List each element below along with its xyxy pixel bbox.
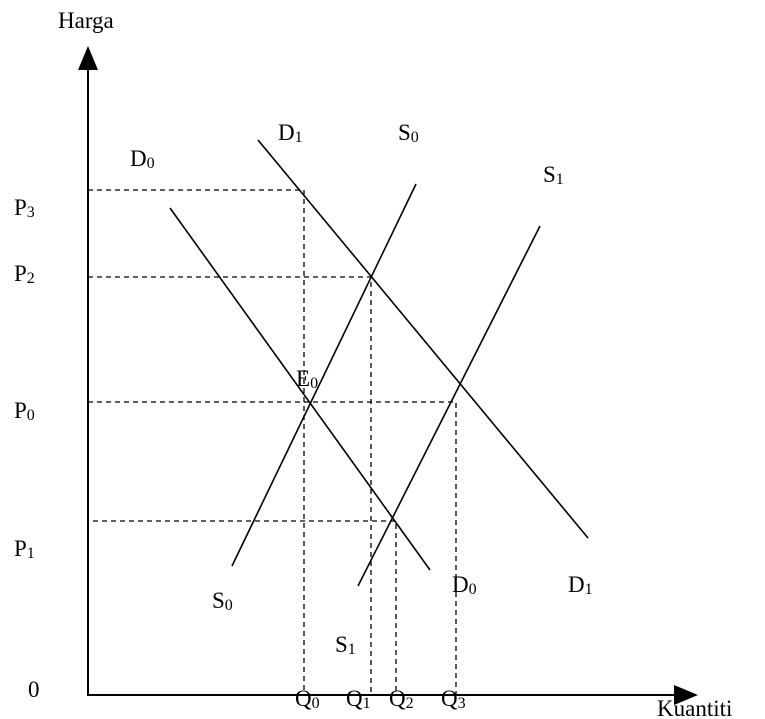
quantity-label: Q2 <box>389 686 414 712</box>
supply-curve <box>231 183 417 567</box>
quantity-label-sub: 0 <box>312 695 320 712</box>
guide-line <box>88 276 372 695</box>
curve-label-main: D <box>130 146 147 171</box>
quantity-label: Q1 <box>346 686 371 712</box>
price-label-main: P <box>14 195 27 220</box>
curve-label: S0 <box>212 588 233 614</box>
curve-label-main: D <box>452 572 469 597</box>
quantity-label-main: Q <box>441 686 458 711</box>
curve-label-sub: 1 <box>556 171 564 188</box>
curve-label-sub: 0 <box>411 129 419 146</box>
price-label: P3 <box>14 195 35 221</box>
curve-label-sub: 1 <box>585 581 593 598</box>
curve-label-sub: 0 <box>147 155 155 172</box>
curve-label-sub: 0 <box>469 581 477 598</box>
quantity-label-sub: 2 <box>406 695 414 712</box>
curve-label-sub: 0 <box>225 597 233 614</box>
curve-label: D0 <box>452 572 477 598</box>
price-label-sub: 3 <box>27 204 35 221</box>
curve-label-sub: 1 <box>295 129 303 146</box>
guide-line <box>88 401 457 695</box>
y-axis-label: Harga <box>58 8 114 33</box>
curve-label: S1 <box>335 632 356 658</box>
price-label-sub: 0 <box>27 407 35 424</box>
quantity-label-sub: 1 <box>363 695 371 712</box>
price-label-sub: 1 <box>27 545 35 562</box>
curve-label-sub: 1 <box>348 641 356 658</box>
price-label: P2 <box>14 261 35 287</box>
curve-label-main: S <box>335 632 348 657</box>
guide-line <box>93 520 397 695</box>
curve-label-main: D <box>568 572 585 597</box>
price-label-main: P <box>14 536 27 561</box>
curve-label-main: S <box>398 120 411 145</box>
quantity-label: Q3 <box>441 686 466 712</box>
equilibrium-label: E0 <box>296 366 318 392</box>
curve-label: D1 <box>278 120 303 146</box>
quantity-label-main: Q <box>389 686 406 711</box>
demand-curve <box>257 139 589 539</box>
x-axis-label: Kuantiti <box>657 696 732 719</box>
origin-label: 0 <box>28 677 40 702</box>
curve-label: D0 <box>130 146 155 172</box>
price-label-main: P <box>14 398 27 423</box>
price-label-sub: 2 <box>27 270 35 287</box>
quantity-label-main: Q <box>346 686 363 711</box>
price-label: P0 <box>14 398 35 424</box>
quantity-label: Q0 <box>295 686 320 712</box>
supply-curve <box>357 225 541 587</box>
price-label: P1 <box>14 536 35 562</box>
quantity-label-sub: 3 <box>458 695 466 712</box>
equilibrium-label-sub: 0 <box>310 375 318 392</box>
curve-label-main: S <box>212 588 225 613</box>
curve-label: S0 <box>398 120 419 146</box>
curve-label-main: S <box>543 162 556 187</box>
curve-label: S1 <box>543 162 564 188</box>
price-label-main: P <box>14 261 27 286</box>
demand-curve <box>169 207 431 571</box>
quantity-label-main: Q <box>295 686 312 711</box>
curve-label-main: D <box>278 120 295 145</box>
curve-label: D1 <box>568 572 593 598</box>
guide-line <box>88 189 305 695</box>
equilibrium-label-main: E <box>296 366 310 391</box>
